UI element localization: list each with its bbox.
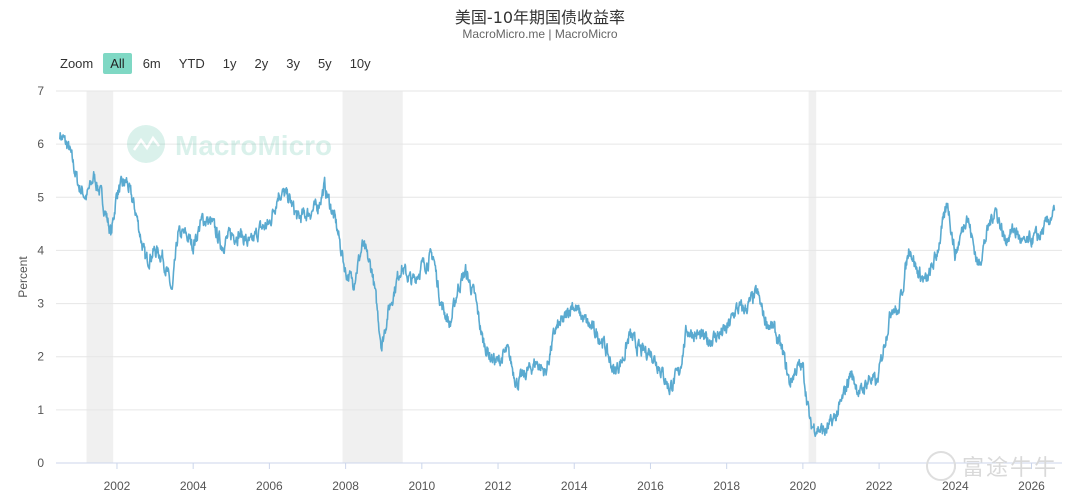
x-tick-label-2004: 2004 (180, 479, 207, 493)
recession-band-2 (808, 91, 817, 463)
zoom-button-all[interactable]: All (103, 53, 132, 74)
zoom-button-6m[interactable]: 6m (142, 56, 161, 71)
corner-watermark: 富途牛牛 (925, 450, 1058, 482)
chart-title: 美国-10年期国债收益率 (454, 8, 626, 27)
series-line-10y-yield (59, 132, 1056, 437)
zoom-label: Zoom (60, 56, 94, 71)
x-tick-label-2008: 2008 (332, 479, 359, 493)
y-tick-label-7: 7 (37, 84, 44, 98)
y-tick-label-2: 2 (37, 350, 44, 364)
macromicro-logo-mark (132, 135, 160, 151)
y-tick-label-0: 0 (37, 456, 44, 470)
x-tick-label-2016: 2016 (637, 479, 664, 493)
x-tick-label-2024: 2024 (942, 479, 969, 493)
zoom-button-ytd[interactable]: YTD (178, 56, 205, 71)
macromicro-watermark: MacroMicro (127, 125, 332, 163)
x-tick-label-2026: 2026 (1018, 479, 1045, 493)
futu-logo-icon (925, 451, 956, 481)
recession-band-0 (86, 91, 114, 463)
zoom-button-10y[interactable]: 10y (349, 56, 371, 71)
x-tick-label-2022: 2022 (866, 479, 893, 493)
zoom-button-2y[interactable]: 2y (254, 56, 269, 71)
y-tick-label-3: 3 (37, 297, 44, 311)
zoom-bar: Zoom All 6m YTD 1y 2y 3y 5y 10y (60, 53, 378, 74)
x-tick-label-2002: 2002 (104, 479, 131, 493)
zoom-button-1y[interactable]: 1y (222, 56, 237, 71)
x-tick-label-2020: 2020 (790, 479, 817, 493)
zoom-button-5y[interactable]: 5y (317, 56, 332, 71)
x-tick-label-2012: 2012 (485, 479, 512, 493)
zoom-button-3y[interactable]: 3y (286, 56, 300, 71)
y-tick-label-4: 4 (37, 243, 44, 257)
x-tick-label-2018: 2018 (713, 479, 740, 493)
y-axis: 0 1 2 3 4 5 6 7 (37, 84, 44, 470)
macromicro-watermark-text: MacroMicro (175, 130, 332, 161)
x-tick-label-2014: 2014 (561, 479, 588, 493)
y-axis-label: Percent (16, 256, 30, 298)
x-tick-label-2010: 2010 (408, 479, 435, 493)
zoom-buttons: All 6m YTD 1y 2y 3y 5y 10y (103, 53, 377, 74)
y-tick-label-1: 1 (37, 403, 44, 417)
x-tick-label-2006: 2006 (256, 479, 283, 493)
chart-subtitle: MacroMicro.me | MacroMicro (462, 27, 618, 41)
x-axis: 2002 2004 2006 2008 2010 2012 2014 2016 2018 2020… (56, 462, 1062, 493)
y-tick-label-5: 5 (37, 190, 44, 204)
macromicro-logo-icon (127, 125, 165, 163)
corner-watermark-text: 富途牛牛 (961, 456, 1058, 481)
y-tick-label-6: 6 (37, 137, 44, 151)
